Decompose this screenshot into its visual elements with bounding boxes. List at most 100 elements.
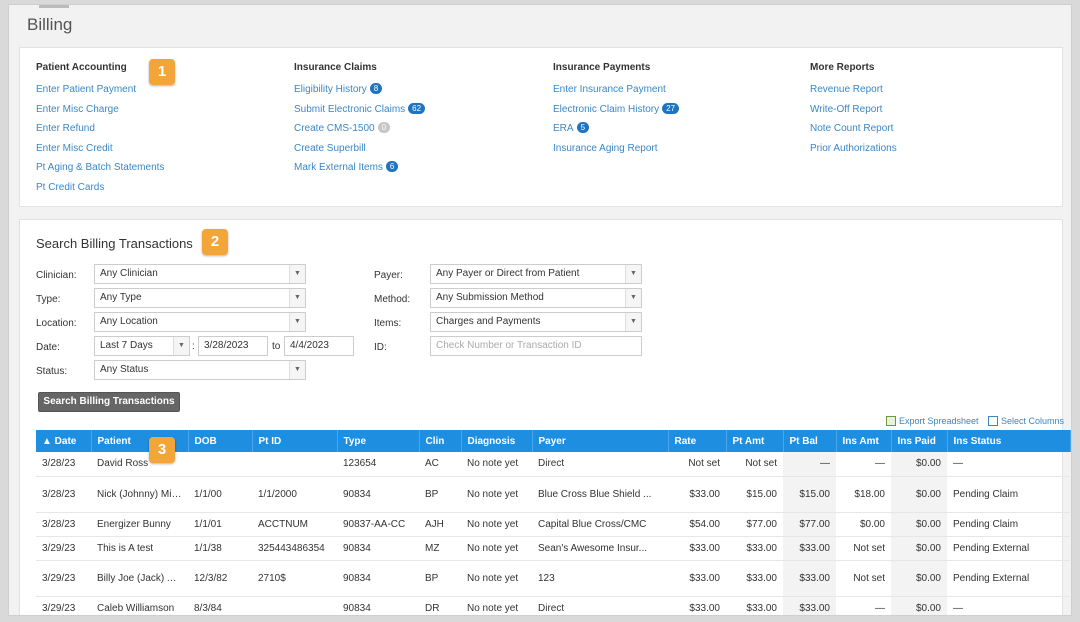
cell-patient[interactable]: Nick (Johnny) Miyai Miyai [91, 476, 188, 513]
search-billing-transactions-button[interactable]: Search Billing Transactions [38, 392, 180, 412]
billing-link[interactable]: Write-Off Report [810, 100, 897, 120]
cell-patient[interactable]: This is A test [91, 536, 188, 561]
transaction-id-input[interactable]: Check Number or Transaction ID [430, 336, 642, 356]
cell-ptamt[interactable]: $33.00 [726, 536, 783, 561]
cell-rate[interactable]: $54.00 [668, 512, 726, 537]
col-diagnosis-header[interactable]: Diagnosis [461, 430, 533, 452]
table-row[interactable]: 3/28/23 Energizer Bunny 1/1/01 ACCTNUM 90837… [36, 512, 1070, 537]
cell-clin[interactable]: BP [419, 560, 461, 597]
status-select[interactable]: Any Status ▼ [94, 360, 306, 380]
billing-link[interactable]: Revenue Report [810, 80, 897, 100]
cell-ptamt[interactable]: $33.00 [726, 596, 783, 615]
col-insstatus-header[interactable]: Ins Status [947, 430, 1071, 452]
cell-clin[interactable]: DR [419, 596, 461, 615]
date-from-input[interactable]: 3/28/2023 [198, 336, 268, 356]
billing-link[interactable]: Create Superbill [294, 139, 425, 159]
cell-rate[interactable]: $33.00 [668, 476, 726, 513]
billing-link[interactable]: Mark External Items 6 [294, 158, 425, 178]
billing-link[interactable]: Enter Patient Payment [36, 80, 164, 100]
billing-link[interactable]: Pt Credit Cards [36, 178, 164, 198]
chevron-down-icon: ▼ [625, 313, 641, 331]
table-row[interactable]: 3/29/23 Caleb Williamson 8/3/84 90834 DR No n… [36, 596, 1070, 615]
col-dob-header[interactable]: DOB [188, 430, 253, 452]
cell-type[interactable]: 90834 [337, 476, 419, 513]
cell-type[interactable]: 90834 [337, 536, 419, 561]
col-inspaid-header[interactable]: Ins Paid [891, 430, 948, 452]
cell-ptbal[interactable]: $33.00 [783, 560, 836, 597]
date-to-label: to [272, 341, 281, 352]
cell-date[interactable]: 3/29/23 [36, 536, 91, 561]
cell-patient[interactable]: Energizer Bunny [91, 512, 188, 537]
col-payer-header[interactable]: Payer [532, 430, 669, 452]
cell-rate[interactable]: $33.00 [668, 536, 726, 561]
location-select[interactable]: Any Location ▼ [94, 312, 306, 332]
clinician-select[interactable]: Any Clinician ▼ [94, 264, 306, 284]
type-select[interactable]: Any Type ▼ [94, 288, 306, 308]
billing-link[interactable]: Enter Misc Charge [36, 100, 164, 120]
cell-ptamt[interactable]: $77.00 [726, 512, 783, 537]
cell-insamt[interactable]: $0.00 [836, 512, 891, 537]
cell-insamt[interactable]: $18.00 [836, 476, 891, 513]
col-insamt-header[interactable]: Ins Amt [836, 430, 892, 452]
cell-date[interactable]: 3/28/23 [36, 512, 91, 537]
table-row[interactable]: 3/29/23 This is A test 1/1/38 325443486354 9… [36, 536, 1070, 561]
billing-link[interactable]: Enter Misc Credit [36, 139, 164, 159]
payer-select[interactable]: Any Payer or Direct from Patient ▼ [430, 264, 642, 284]
cell-clin[interactable]: AJH [419, 512, 461, 537]
select-columns-link[interactable]: Select Columns [988, 416, 1064, 426]
date-to-input[interactable]: 4/4/2023 [284, 336, 354, 356]
cell-ptamt[interactable]: $15.00 [726, 476, 783, 513]
date-range-select[interactable]: Last 7 Days ▼ [94, 336, 190, 356]
cell-ptbal[interactable]: $33.00 [783, 536, 836, 561]
col-rate-header[interactable]: Rate [668, 430, 727, 452]
billing-link-label: Eligibility History [294, 84, 367, 95]
billing-link[interactable]: Eligibility History 8 [294, 80, 425, 100]
cell-type[interactable]: 123654 [337, 452, 419, 477]
col-date-header[interactable]: ▲ Date [36, 430, 92, 452]
billing-link[interactable]: Submit Electronic Claims 62 [294, 100, 426, 120]
cell-type[interactable]: 90837-AA-CC [337, 512, 419, 537]
col-ptid-header[interactable]: Pt ID [252, 430, 338, 452]
table-row[interactable]: 3/28/23 David Ross 123654 AC No note yet Dire… [36, 452, 1070, 477]
col-type-header[interactable]: Type [337, 430, 420, 452]
cell-date[interactable]: 3/29/23 [36, 560, 91, 597]
col-ptamt-header[interactable]: Pt Amt [726, 430, 784, 452]
cell-ptbal[interactable]: $15.00 [783, 476, 836, 513]
cell-ptamt[interactable]: $33.00 [726, 560, 783, 597]
cell-payer[interactable]: Capital Blue Cross/CMC [532, 512, 668, 537]
billing-link[interactable]: Enter Refund [36, 119, 164, 139]
billing-link[interactable]: Enter Insurance Payment [553, 80, 679, 100]
cell-rate[interactable]: $33.00 [668, 560, 726, 597]
cell-rate[interactable]: $33.00 [668, 596, 726, 615]
billing-link[interactable]: Electronic Claim History 27 [553, 100, 680, 120]
cell-date[interactable]: 3/28/23 [36, 452, 91, 477]
cell-payer[interactable]: 123 [532, 560, 668, 597]
cell-clin[interactable]: AC [419, 452, 461, 477]
cell-type[interactable]: 90834 [337, 596, 419, 615]
cell-patient[interactable]: Caleb Williamson [91, 596, 188, 615]
cell-type[interactable]: 90834 [337, 560, 419, 597]
col-clin-header[interactable]: Clin [419, 430, 462, 452]
cell-date[interactable]: 3/28/23 [36, 476, 91, 513]
method-select[interactable]: Any Submission Method ▼ [430, 288, 642, 308]
cell-clin[interactable]: BP [419, 476, 461, 513]
cell-ptbal[interactable]: $77.00 [783, 512, 836, 537]
cell-date[interactable]: 3/29/23 [36, 596, 91, 615]
cell-ptbal[interactable]: $33.00 [783, 596, 836, 615]
cell-payer[interactable]: Blue Cross Blue Shield ... [532, 476, 668, 513]
cell-clin[interactable]: MZ [419, 536, 461, 561]
items-select[interactable]: Charges and Payments ▼ [430, 312, 642, 332]
cell-patient[interactable]: Billy Joe (Jack) Appleyard [91, 560, 188, 597]
billing-link[interactable]: Insurance Aging Report [553, 139, 679, 159]
billing-link[interactable]: ERA 5 [553, 119, 679, 139]
billing-link[interactable]: Note Count Report [810, 119, 897, 139]
billing-link[interactable]: Pt Aging & Batch Statements [36, 158, 164, 178]
billing-link[interactable]: Create CMS-1500 0 [294, 119, 425, 139]
export-spreadsheet-link[interactable]: Export Spreadsheet [886, 416, 979, 426]
cell-rate: Not set [668, 452, 726, 477]
billing-link[interactable]: Prior Authorizations [810, 139, 897, 159]
col-ptbal-header[interactable]: Pt Bal [783, 430, 837, 452]
cell-payer[interactable]: Sean's Awesome Insur... [532, 536, 668, 561]
